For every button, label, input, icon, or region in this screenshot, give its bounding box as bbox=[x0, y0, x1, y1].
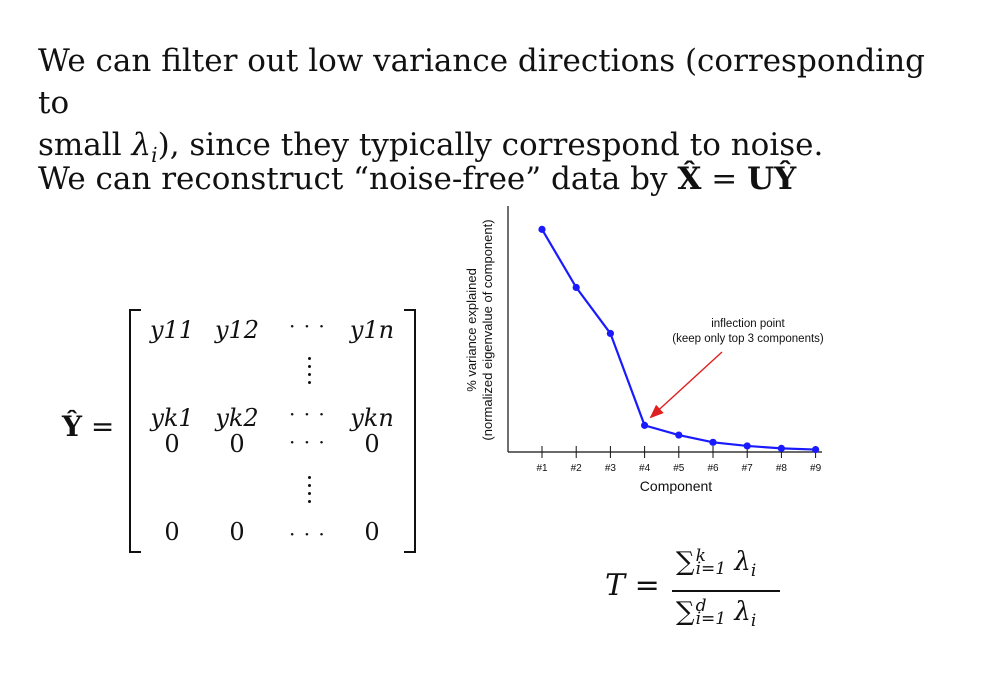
sum-lower-limit: i=1 bbox=[695, 609, 727, 629]
y-axis-label-line1: % variance explained bbox=[464, 268, 479, 392]
formula-numerator: ∑ k i=1 λi bbox=[676, 547, 756, 580]
matrix-cell-zero: 0 bbox=[164, 518, 180, 546]
matrix-cell-ykn: ykn bbox=[342, 404, 402, 432]
matrix-cell-zero: 0 bbox=[229, 430, 245, 458]
x-tick-label: #6 bbox=[707, 463, 719, 474]
formula-equals: = bbox=[634, 568, 660, 603]
matrix-cell-y1n-text: y1n bbox=[349, 316, 395, 344]
data-point bbox=[812, 445, 820, 454]
matrix-hdots-row3: · · · bbox=[289, 430, 326, 454]
yhat-symbol: Ŷ bbox=[62, 410, 82, 443]
data-point bbox=[572, 283, 580, 292]
lambda-symbol: λ bbox=[131, 127, 152, 163]
text-small: small bbox=[38, 127, 132, 163]
matrix-cell-y12-text: y12 bbox=[214, 316, 260, 344]
formula-lhs: T = bbox=[605, 568, 660, 603]
matrix-left-bracket bbox=[129, 309, 141, 553]
y-axis-label-line2: (normalized eigenvalue of component) bbox=[480, 219, 495, 440]
annotation-arrow bbox=[649, 351, 723, 419]
fraction-bar bbox=[672, 590, 780, 592]
matrix-hdots-row4: · · · bbox=[289, 522, 326, 546]
x-tick-label: #1 bbox=[536, 463, 548, 474]
lambda-symbol: λ bbox=[734, 597, 751, 627]
matrix-cell-yk2-text: yk2 bbox=[215, 404, 259, 432]
reconstruct-text: We can reconstruct “noise-free” data by bbox=[38, 161, 678, 197]
matrix-label: Ŷ = bbox=[62, 410, 114, 443]
matrix-cell-zero: 0 bbox=[364, 518, 380, 546]
matrix-right-bracket bbox=[404, 309, 416, 553]
paragraph-filter-line2: small λi), since they typically correspo… bbox=[38, 124, 958, 176]
sum-upper-limit: k bbox=[695, 546, 706, 566]
xhat-symbol: X̂ bbox=[677, 161, 702, 197]
matrix-cell-y1n: y1n bbox=[342, 316, 402, 344]
matrix-cell-y12: y12 bbox=[207, 316, 267, 344]
x-tick-label: #5 bbox=[673, 463, 685, 474]
matrix-cell-yk1: yk1 bbox=[142, 404, 202, 432]
data-point bbox=[709, 438, 717, 446]
paragraph-filter-line1: We can filter out low variance direction… bbox=[38, 43, 926, 121]
matrix-cell-y11-text: y11 bbox=[149, 316, 195, 344]
matrix-vdots-lower bbox=[308, 476, 312, 508]
annotation-line2: (keep only top 3 components) bbox=[672, 333, 824, 345]
x-tick-label: #2 bbox=[571, 463, 583, 474]
lambda-subscript: i bbox=[750, 610, 757, 631]
x-tick-label: #4 bbox=[639, 463, 651, 474]
x-tick-label: #7 bbox=[742, 463, 754, 474]
lambda-subscript: i bbox=[151, 143, 158, 168]
series-points bbox=[538, 225, 820, 454]
matrix-cell-y11: y11 bbox=[142, 316, 202, 344]
x-tick-label: #9 bbox=[810, 463, 822, 474]
data-point bbox=[777, 444, 786, 452]
formula-denominator: ∑ d i=1 λi bbox=[676, 597, 756, 630]
data-point bbox=[538, 225, 546, 233]
data-point bbox=[606, 329, 615, 338]
sum-upper-limit: d bbox=[695, 596, 707, 616]
matrix-cell-yk1-text: yk1 bbox=[150, 404, 194, 432]
lambda-symbol: λ bbox=[734, 547, 751, 577]
sum-lower-limit: i=1 bbox=[695, 559, 727, 579]
paragraph-filter: We can filter out low variance direction… bbox=[38, 40, 958, 176]
data-point bbox=[743, 442, 751, 450]
paragraph-reconstruct: We can reconstruct “noise-free” data by … bbox=[38, 158, 796, 200]
text-rest: ), since they typically correspond to no… bbox=[157, 127, 824, 163]
matrix-cell-zero: 0 bbox=[229, 518, 245, 546]
x-tick-label: #3 bbox=[605, 463, 617, 474]
data-point bbox=[675, 431, 683, 439]
sum-symbol: ∑ bbox=[676, 547, 695, 577]
data-point bbox=[641, 421, 649, 429]
lambda-subscript: i bbox=[750, 560, 757, 581]
uyhat-symbol: UŶ bbox=[747, 161, 797, 197]
matrix-hdots-row1: · · · bbox=[289, 314, 326, 338]
sum-symbol: ∑ bbox=[676, 597, 695, 627]
annotation-line1: inflection point bbox=[711, 318, 785, 330]
x-tick-labels: #1 #2 #3 #4 #5 #6 #7 #8 #9 bbox=[536, 463, 821, 474]
matrix-cell-zero: 0 bbox=[364, 430, 380, 458]
matrix-hdots-row2: · · · bbox=[289, 402, 326, 426]
equals-sign: = bbox=[701, 161, 748, 197]
x-axis-label: Component bbox=[640, 478, 712, 494]
matrix-vdots-upper bbox=[308, 357, 312, 389]
x-tick-label: #8 bbox=[776, 463, 788, 474]
matrix-equals: = bbox=[90, 410, 115, 443]
matrix-cell-zero: 0 bbox=[164, 430, 180, 458]
formula-t: T bbox=[605, 568, 626, 603]
matrix-cell-ykn-text: ykn bbox=[350, 404, 394, 432]
matrix-cell-yk2: yk2 bbox=[207, 404, 267, 432]
